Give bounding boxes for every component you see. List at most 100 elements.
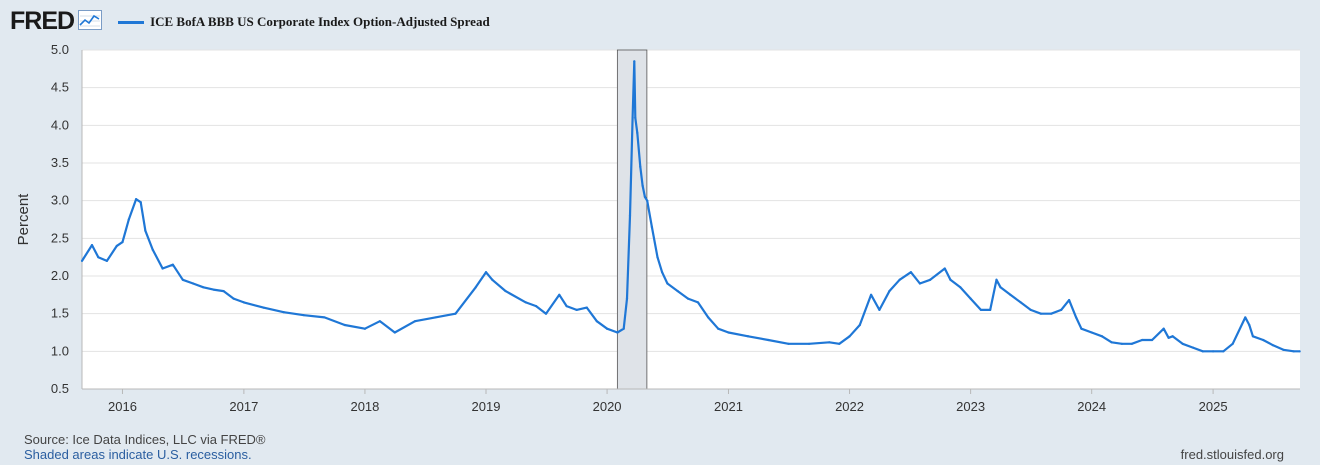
- data-point: [534, 305, 538, 308]
- data-point: [656, 256, 659, 259]
- data-point: [1248, 323, 1251, 327]
- data-point: [192, 282, 195, 285]
- recession-note: Shaded areas indicate U.S. recessions.: [24, 447, 252, 462]
- legend-swatch: [118, 20, 145, 24]
- data-point: [639, 165, 642, 168]
- y-tick-label: 2.0: [51, 268, 69, 283]
- data-point: [707, 316, 710, 319]
- data-point: [171, 263, 174, 266]
- data-point: [696, 301, 700, 304]
- data-point: [1211, 350, 1215, 353]
- data-point: [105, 259, 108, 263]
- data-point: [491, 278, 494, 281]
- data-point: [1222, 350, 1225, 353]
- data-point: [959, 286, 962, 289]
- site-url[interactable]: fred.stlouisfed.org: [1180, 447, 1284, 462]
- plot-background: [82, 50, 1300, 389]
- data-point: [80, 259, 84, 263]
- data-point: [454, 312, 457, 315]
- data-point: [115, 244, 118, 247]
- data-point: [1244, 316, 1247, 319]
- data-point: [727, 331, 730, 334]
- data-point: [676, 289, 679, 293]
- fred-logo[interactable]: FRED: [10, 6, 75, 35]
- data-point: [605, 327, 609, 330]
- data-point: [1231, 342, 1234, 345]
- data-point: [717, 327, 720, 330]
- data-point: [484, 271, 488, 274]
- chart-area: 0.5 1.0 1.5 2.0 2.5 3.0 3.5 4.0 4.5 5.0 2016 2017 20…: [15, 42, 1301, 414]
- data-point: [434, 316, 437, 319]
- data-point: [1167, 336, 1170, 339]
- data-point: [995, 278, 998, 281]
- series-line: [81, 60, 1300, 353]
- data-point: [212, 288, 215, 291]
- data-point: [1130, 342, 1133, 345]
- data-point: [767, 338, 770, 342]
- data-point: [1272, 344, 1275, 347]
- data-point: [969, 297, 972, 300]
- x-tick-label: 2020: [593, 399, 622, 414]
- data-point: [134, 198, 138, 201]
- x-tick-label: 2024: [1077, 399, 1106, 414]
- data-point: [343, 323, 346, 327]
- data-point: [634, 116, 637, 119]
- data-point: [90, 244, 94, 247]
- data-point: [918, 282, 921, 285]
- data-point: [222, 289, 225, 293]
- chart-footer: Source: Ice Data Indices, LLC via FRED® …: [24, 432, 266, 462]
- data-point: [378, 320, 381, 323]
- data-point: [838, 342, 841, 345]
- x-tick-label: 2021: [714, 399, 743, 414]
- data-point: [1075, 316, 1078, 319]
- y-tick-label: 2.5: [51, 230, 69, 245]
- data-point: [575, 308, 578, 311]
- data-point: [636, 131, 639, 134]
- data-point: [1100, 335, 1104, 338]
- y-tick-label: 3.0: [51, 193, 69, 208]
- y-axis-label: Percent: [15, 193, 32, 246]
- data-point: [622, 327, 625, 330]
- data-point: [666, 282, 669, 285]
- data-point: [631, 116, 634, 119]
- data-point: [144, 229, 147, 232]
- data-point: [413, 320, 417, 323]
- data-point: [1181, 342, 1184, 345]
- x-tick-label: 2025: [1199, 399, 1228, 414]
- data-point: [1162, 327, 1165, 330]
- x-tick-label: 2017: [229, 399, 258, 414]
- data-point: [1090, 331, 1093, 334]
- data-point: [999, 286, 1002, 289]
- data-point: [363, 327, 367, 330]
- data-point: [1029, 308, 1032, 311]
- data-point: [1251, 335, 1254, 338]
- header: FRED ICE BofA BBB US Corporate Index Opt…: [10, 6, 490, 36]
- data-point: [323, 316, 326, 319]
- data-point: [558, 293, 561, 296]
- data-point: [1009, 293, 1012, 296]
- legend-series-label[interactable]: ICE BofA BBB US Corporate Index Option-A…: [150, 14, 490, 29]
- data-point: [848, 335, 851, 338]
- y-tick-label: 3.5: [51, 155, 69, 170]
- y-tick-label: 1.5: [51, 306, 69, 321]
- data-point: [898, 278, 901, 281]
- data-point: [1150, 338, 1154, 342]
- data-point: [616, 331, 619, 334]
- data-point: [628, 214, 632, 217]
- data-point: [979, 308, 983, 311]
- data-point: [807, 342, 811, 345]
- data-point: [1068, 299, 1071, 302]
- data-point: [1019, 301, 1022, 304]
- data-point: [1262, 338, 1265, 342]
- data-point: [595, 320, 598, 323]
- data-point: [625, 297, 629, 300]
- data-point: [181, 278, 184, 281]
- data-point: [97, 256, 100, 259]
- data-point: [633, 60, 636, 63]
- data-point: [1201, 350, 1204, 353]
- data-point: [139, 201, 142, 204]
- y-tick-label: 4.5: [51, 80, 69, 95]
- y-tick-label: 1.0: [51, 343, 69, 358]
- x-tick-label: 2023: [956, 399, 985, 414]
- data-point: [202, 286, 205, 289]
